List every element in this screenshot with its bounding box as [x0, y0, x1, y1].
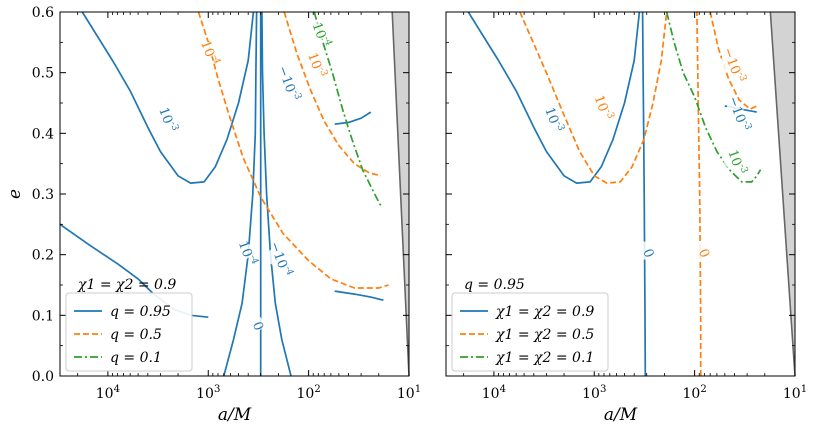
x-tick-label-10^3: 103 — [582, 384, 606, 402]
contour-label-8: 10-4 — [309, 19, 335, 49]
y-tick-label: 0.2 — [32, 248, 54, 264]
panel-annotation: χ1 = χ2 = 0.9 — [77, 277, 176, 293]
contour-line-7 — [334, 111, 372, 126]
contour-line-1 — [467, 12, 641, 184]
contour-line-2 — [641, 12, 647, 376]
contour-label-bg — [635, 241, 654, 260]
contour-line-7 — [665, 12, 762, 183]
y-tick-label: 0.0 — [32, 369, 54, 385]
y-tick-label: 0.6 — [32, 5, 54, 21]
contour-label-bg — [267, 247, 286, 266]
contour-label-bg — [691, 241, 710, 260]
contour-label-6: 10-4 — [197, 38, 223, 68]
y-tick-label: 0.5 — [32, 66, 54, 82]
contour-line-3 — [222, 12, 258, 376]
panel-annotation: q = 0.95 — [464, 277, 525, 293]
contour-line-8 — [197, 12, 389, 289]
legend-box — [451, 292, 609, 372]
contour-line-5 — [261, 12, 292, 376]
x-axis-title: a/M — [604, 405, 638, 425]
contour-line-4 — [519, 12, 668, 184]
contour-label-bg — [725, 102, 744, 121]
legend-entry-1: q = 0.95 — [110, 304, 171, 320]
contour-label-bg — [303, 53, 322, 72]
legend-entry-1: χ1 = χ2 = 0.9 — [495, 304, 594, 320]
legend-entry-3: q = 0.1 — [110, 350, 162, 366]
contour-line-5 — [696, 12, 702, 376]
y-axis-title: e — [5, 189, 25, 199]
series-group — [60, 12, 389, 376]
x-tick-label-10^1: 101 — [397, 384, 421, 402]
contour-label-1: 10-3 — [155, 104, 181, 134]
contour-label-bg — [245, 314, 264, 333]
legend-entry-2: q = 0.5 — [110, 327, 162, 343]
contour-label-2: 10-4 — [235, 238, 261, 268]
contour-line-6 — [334, 290, 384, 302]
y-tick-label: 0.3 — [32, 187, 54, 203]
contour-label-bg — [589, 96, 608, 115]
x-tick-label-10^3: 103 — [196, 384, 220, 402]
x-axis-title: a/M — [218, 405, 252, 425]
contour-line-9 — [283, 12, 382, 177]
y-tick-label: 0.1 — [32, 308, 54, 324]
x-tick-label-10^2: 102 — [297, 384, 321, 402]
contour-label-bg — [275, 71, 294, 90]
contour-label-bg — [723, 150, 742, 169]
x-tick-label-10^1: 101 — [783, 384, 807, 402]
contour-label-7: 10-3 — [304, 50, 330, 80]
contour-label-bg — [196, 41, 215, 60]
contour-label-bg — [307, 23, 326, 42]
contour-line-2 — [81, 12, 255, 184]
contour-line-10 — [313, 12, 382, 207]
x-tick-label-10^4: 104 — [96, 384, 120, 402]
contour-label-bg — [154, 108, 173, 127]
legend-entry-3: χ1 = χ2 = 0.1 — [495, 350, 594, 366]
contour-label-bg — [720, 53, 739, 72]
contour-line-6 — [709, 12, 758, 110]
legend-entry-2: χ1 = χ2 = 0.5 — [495, 327, 594, 343]
legend-box — [65, 292, 193, 372]
contour-label-bg — [540, 108, 559, 127]
x-tick-label-10^2: 102 — [683, 384, 707, 402]
contour-label-1: 10-3 — [541, 104, 567, 134]
contour-label-4: 10-3 — [591, 92, 617, 122]
contour-label-bg — [234, 241, 253, 260]
contour-label-7: 10-3 — [724, 147, 750, 177]
y-tick-label: 0.4 — [32, 126, 54, 142]
x-tick-label-10^4: 104 — [482, 384, 506, 402]
